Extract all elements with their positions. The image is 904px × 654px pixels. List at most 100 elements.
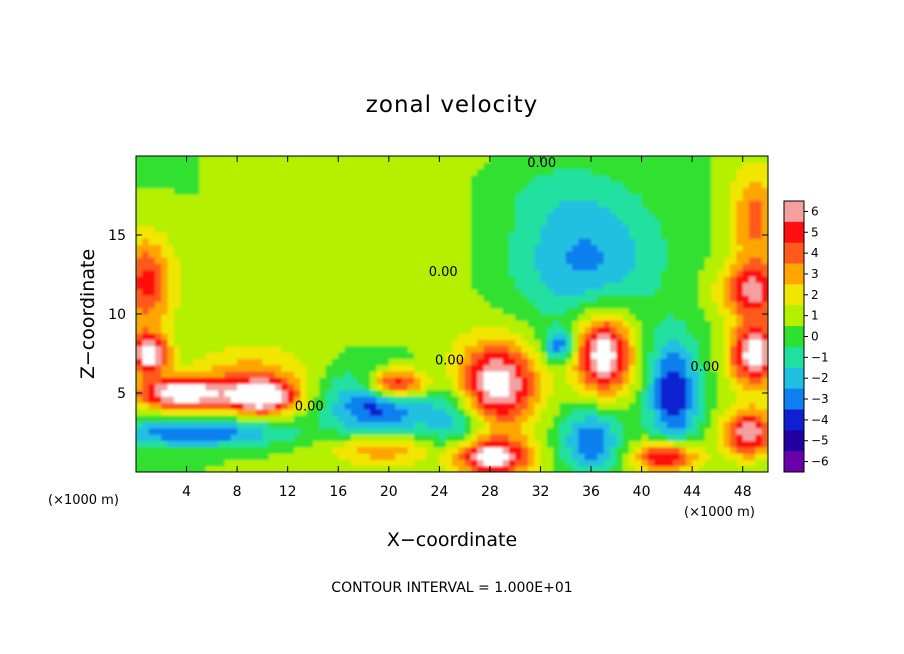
heatmap-cell [458, 339, 466, 347]
heatmap-cell [584, 377, 592, 385]
heatmap-cell [300, 408, 308, 416]
heatmap-cell [325, 320, 333, 328]
heatmap-cell [508, 446, 516, 454]
heatmap-cell [685, 168, 693, 176]
heatmap-cell [167, 415, 175, 423]
heatmap-cell [445, 377, 453, 385]
heatmap-cell [723, 301, 731, 309]
heatmap-cell [452, 200, 459, 208]
heatmap-cell [167, 345, 175, 353]
heatmap-cell [540, 314, 548, 321]
heatmap-cell [376, 314, 384, 321]
heatmap-cell [761, 288, 768, 296]
heatmap-cell [173, 288, 181, 296]
heatmap-cell [173, 295, 181, 302]
heatmap-cell [388, 307, 396, 315]
heatmap-cell [357, 257, 365, 265]
heatmap-cell [546, 345, 554, 353]
heatmap-cell [237, 301, 245, 309]
heatmap-cell [420, 282, 428, 290]
heatmap-cell [679, 225, 687, 233]
heatmap-cell [230, 295, 238, 302]
heatmap-cell [331, 263, 339, 271]
heatmap-cell [306, 339, 314, 347]
heatmap-cell [483, 396, 491, 404]
heatmap-cell [426, 320, 434, 328]
heatmap-cell [723, 408, 731, 416]
heatmap-cell [723, 377, 731, 385]
heatmap-cell [312, 459, 320, 467]
heatmap-cell [376, 389, 384, 397]
heatmap-cell [565, 345, 573, 353]
heatmap-cell [755, 377, 763, 385]
heatmap-cell [407, 276, 415, 283]
heatmap-cell [281, 307, 289, 315]
heatmap-cell [736, 440, 744, 448]
heatmap-cell [401, 174, 409, 182]
heatmap-cell [173, 250, 181, 258]
heatmap-cell [382, 257, 390, 265]
heatmap-cell [635, 377, 643, 385]
heatmap-cell [376, 250, 384, 258]
heatmap-cell [211, 383, 219, 391]
heatmap-cell [224, 200, 232, 208]
heatmap-cell [572, 219, 579, 227]
heatmap-cell [350, 156, 358, 163]
heatmap-cell [281, 206, 289, 214]
heatmap-cell [597, 364, 605, 372]
heatmap-cell [148, 244, 156, 252]
heatmap-cell [148, 187, 156, 195]
heatmap-cell [597, 276, 605, 283]
heatmap-cell [641, 377, 649, 385]
heatmap-cell [698, 364, 706, 372]
heatmap-cell [357, 225, 365, 233]
heatmap-cell [439, 465, 447, 472]
heatmap-cell [647, 263, 655, 271]
heatmap-cell [376, 402, 384, 410]
heatmap-cell [679, 269, 687, 277]
heatmap-cell [742, 440, 750, 448]
heatmap-cell [483, 453, 491, 460]
heatmap-cell [546, 459, 554, 467]
heatmap-cell [666, 332, 674, 340]
heatmap-cell [660, 288, 668, 296]
heatmap-cell [262, 383, 270, 391]
heatmap-cell [382, 370, 390, 378]
heatmap-cell [224, 269, 232, 277]
heatmap-cell [167, 250, 175, 258]
heatmap-cell [698, 396, 706, 404]
heatmap-cell [597, 383, 605, 391]
heatmap-cell [717, 288, 725, 296]
heatmap-cell [755, 238, 763, 246]
heatmap-cell [647, 402, 655, 410]
heatmap-cell [483, 427, 491, 435]
heatmap-cell [628, 200, 636, 208]
heatmap-cell [647, 421, 655, 429]
heatmap-cell [275, 396, 282, 404]
heatmap-cell [205, 408, 213, 416]
heatmap-cell [584, 276, 592, 283]
heatmap-cell [534, 288, 542, 296]
heatmap-cell [761, 377, 768, 385]
heatmap-cell [401, 326, 409, 334]
heatmap-cell [578, 434, 586, 441]
heatmap-cell [635, 421, 643, 429]
heatmap-cell [458, 263, 466, 271]
heatmap-cell [742, 446, 750, 454]
heatmap-cell [363, 434, 371, 441]
heatmap-cell [742, 288, 750, 296]
heatmap-cell [489, 389, 497, 397]
heatmap-cell [565, 187, 573, 195]
heatmap-cell [224, 250, 232, 258]
heatmap-cell [287, 250, 295, 258]
heatmap-cell [489, 187, 497, 195]
heatmap-cell [502, 396, 510, 404]
heatmap-cell [730, 446, 737, 454]
heatmap-cell [294, 339, 301, 347]
heatmap-cell [553, 181, 561, 189]
heatmap-cell [249, 187, 257, 195]
heatmap-cell [489, 231, 497, 239]
heatmap-cell [426, 219, 434, 227]
heatmap-cell [546, 339, 554, 347]
heatmap-cell [508, 358, 516, 366]
